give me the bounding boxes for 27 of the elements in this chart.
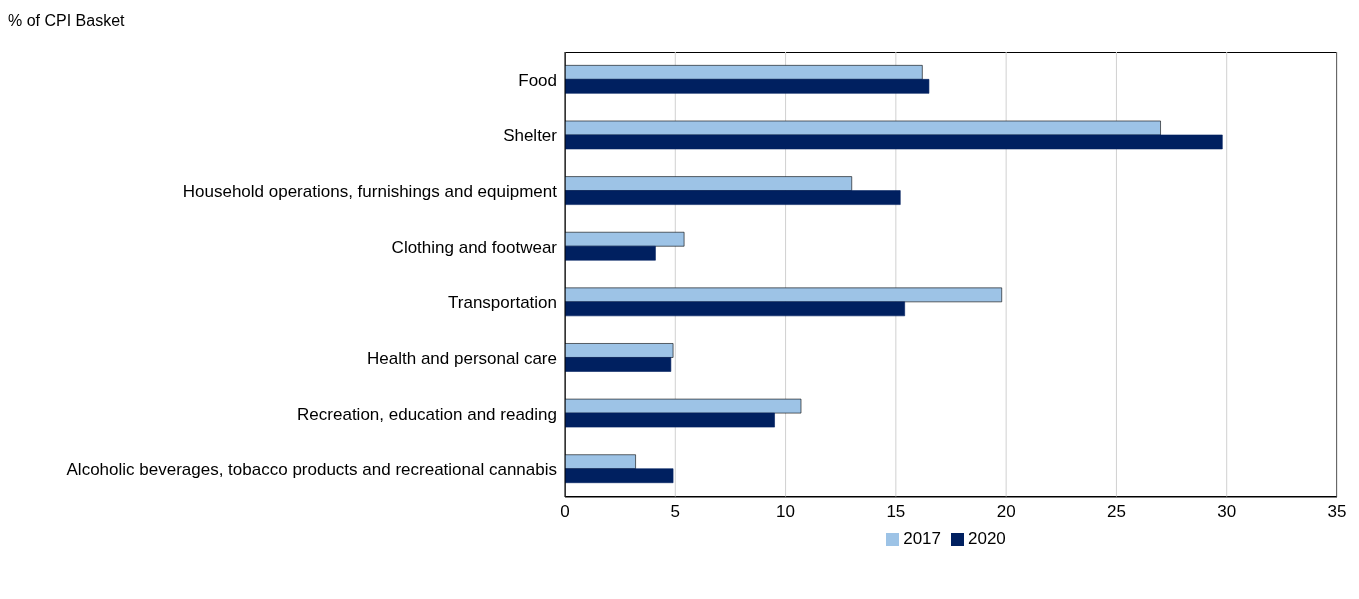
x-tick-label: 20 — [996, 502, 1016, 522]
y-tick-label: Transportation — [448, 293, 557, 313]
x-tick-label: 30 — [1217, 502, 1237, 522]
bar — [565, 468, 674, 484]
x-tick-label: 25 — [1106, 502, 1126, 522]
bar — [565, 79, 930, 94]
y-tick-label: Health and personal care — [367, 348, 557, 368]
legend-label: 2017 — [903, 529, 941, 548]
bar — [565, 357, 672, 372]
bar — [565, 301, 905, 317]
x-tick-label: 35 — [1327, 502, 1347, 522]
y-tick-label: Recreation, education and reading — [297, 404, 557, 424]
y-tick-label: Clothing and footwear — [391, 237, 558, 257]
bar — [565, 245, 656, 261]
bar — [565, 412, 775, 428]
y-tick-label: Alcoholic beverages, tobacco products and recreational cannabis — [66, 460, 557, 480]
y-tick-label: Household operations, furnishings and equipment — [182, 182, 558, 202]
x-tick-label: 5 — [670, 502, 681, 522]
x-axis-title: % of CPI Basket — [8, 12, 125, 30]
x-tick-label: 0 — [560, 502, 570, 522]
y-tick-label: Shelter — [503, 126, 558, 146]
legend-label: 2020 — [968, 529, 1006, 548]
x-tick-label: 10 — [776, 502, 796, 522]
x-tick-label: 15 — [886, 502, 906, 522]
bar — [565, 134, 1223, 150]
y-tick-label: Food — [518, 70, 557, 90]
bar — [565, 190, 901, 205]
